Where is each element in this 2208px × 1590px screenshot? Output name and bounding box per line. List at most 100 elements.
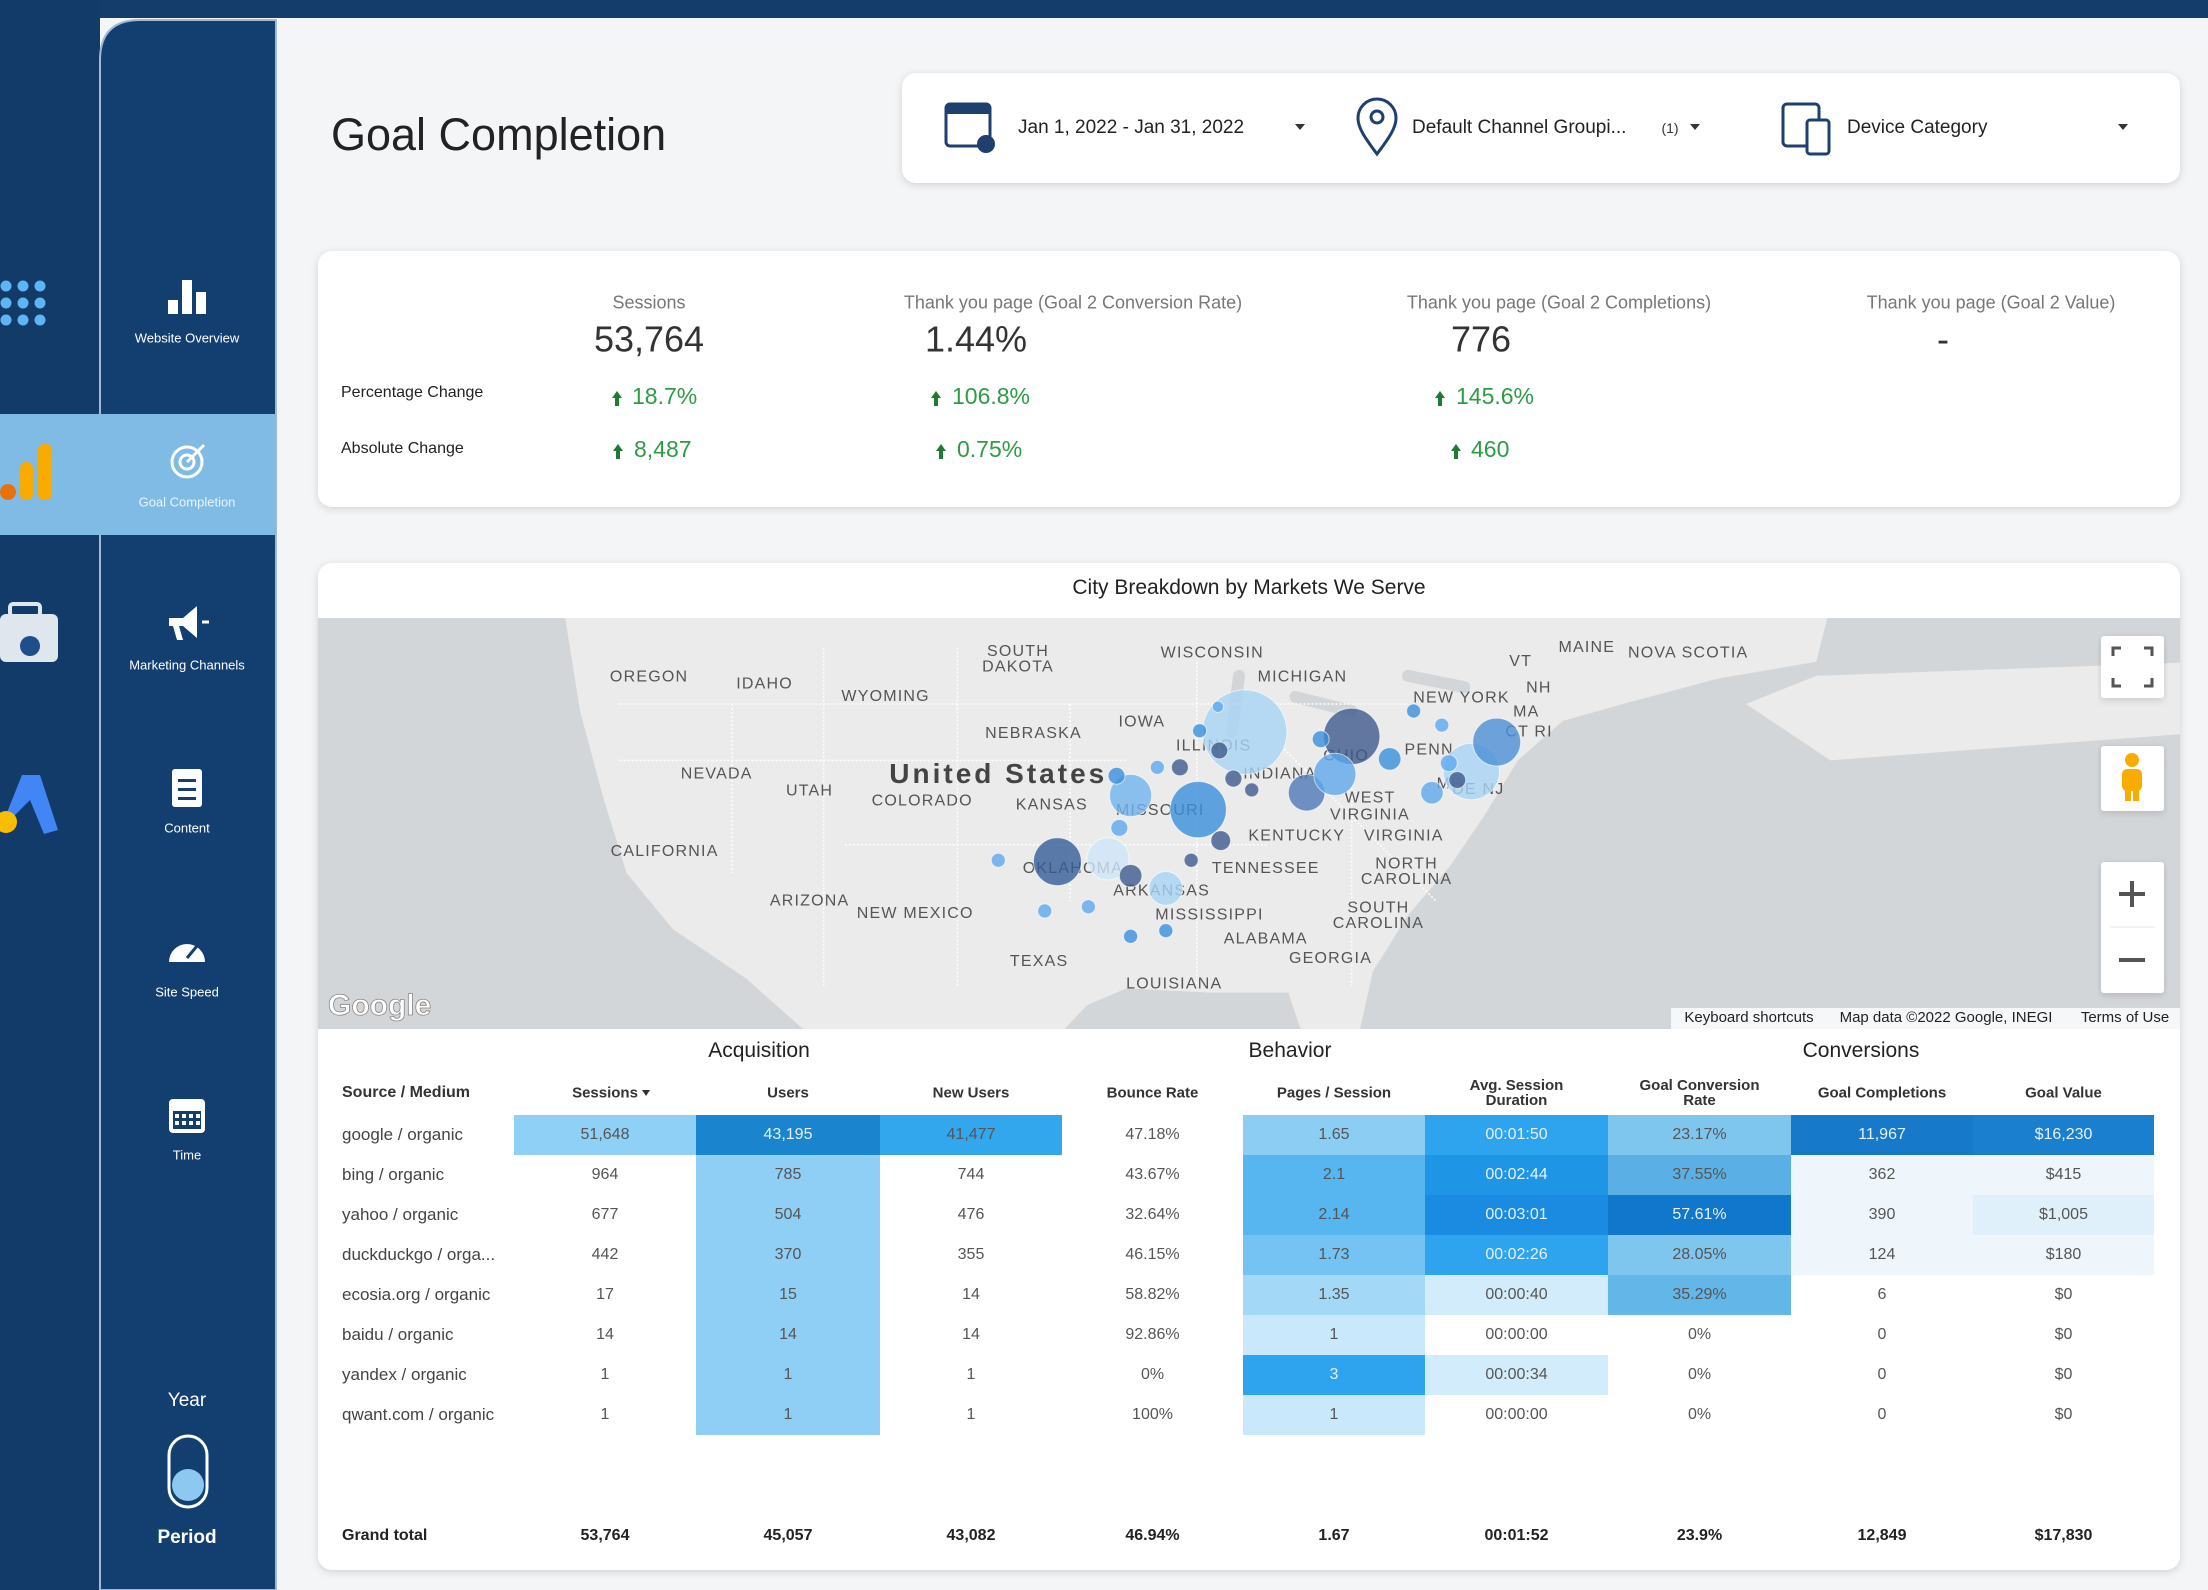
city-bubble[interactable]: [1311, 730, 1330, 749]
column-header[interactable]: Avg. Session Duration: [1469, 1077, 1564, 1109]
zoom-in[interactable]: [2119, 881, 2145, 907]
table-cell: 2.1: [1322, 1165, 1346, 1183]
up-arrow: [612, 391, 622, 406]
table-cell: 00:01:50: [1485, 1125, 1548, 1143]
state-label: NH: [1526, 680, 1552, 697]
table-cell: 43.67%: [1125, 1165, 1180, 1183]
toggle[interactable]: [167, 1434, 209, 1509]
heat-cell: [1425, 1235, 1608, 1275]
channel-filter[interactable]: Default Channel Groupi...: [1412, 117, 1627, 139]
city-bubble[interactable]: [1086, 837, 1130, 881]
column-header[interactable]: Sessions: [572, 1084, 638, 1102]
device-filter[interactable]: Device Category: [1847, 117, 1988, 139]
city-bubble[interactable]: [1107, 766, 1126, 785]
app-icon-dot: [17, 297, 29, 309]
sort-arrow: [642, 1090, 650, 1096]
city-bubble[interactable]: [1109, 773, 1153, 818]
location-icon: [1369, 109, 1385, 125]
table-cell: 57.61%: [1672, 1205, 1727, 1223]
city-bubble[interactable]: [1149, 759, 1165, 775]
city-bubble[interactable]: [1080, 899, 1096, 915]
nav-label[interactable]: Marketing Channels: [129, 657, 245, 673]
column-header[interactable]: Goal Conversion Rate: [1639, 1077, 1760, 1109]
column-header[interactable]: Users: [767, 1084, 809, 1102]
total-cell: 45,057: [763, 1526, 813, 1544]
toggle-label: Period: [157, 1527, 217, 1549]
city-bubble[interactable]: [1472, 717, 1522, 767]
state-label: SOUTH: [1347, 899, 1409, 916]
city-bubble[interactable]: [1169, 780, 1227, 839]
map-logo: Google: [328, 989, 431, 1022]
heat-cell: [1243, 1235, 1425, 1275]
table-cell: $0: [2054, 1365, 2073, 1383]
city-bubble[interactable]: [1313, 752, 1357, 797]
tools-icon: [8, 602, 42, 618]
city-bubble[interactable]: [1434, 717, 1450, 733]
city-bubble[interactable]: [1210, 741, 1229, 760]
toggle-label: Year: [167, 1390, 207, 1412]
table-cell: 92.86%: [1125, 1325, 1180, 1343]
city-bubble[interactable]: [1158, 923, 1174, 939]
nav-label[interactable]: Goal Completion: [138, 494, 236, 510]
table-cell: 14: [596, 1325, 614, 1343]
column-header[interactable]: Goal Completions: [1817, 1084, 1947, 1102]
dropdown-arrow[interactable]: [2118, 124, 2128, 130]
nav-label[interactable]: Website Overview: [134, 330, 240, 346]
city-bubble[interactable]: [1170, 758, 1189, 777]
table-cell: 964: [591, 1165, 619, 1183]
city-bubble[interactable]: [1118, 864, 1143, 888]
fullscreen-icon: [2144, 678, 2154, 688]
column-header[interactable]: New Users: [932, 1084, 1010, 1102]
top-bar: [0, 0, 2208, 18]
city-bubble[interactable]: [1439, 754, 1458, 773]
city-bubble[interactable]: [990, 852, 1006, 868]
city-bubble[interactable]: [1110, 818, 1129, 837]
heat-cell: [1243, 1355, 1425, 1395]
state-label: IOWA: [1118, 714, 1165, 731]
total-cell: 46.94%: [1125, 1526, 1180, 1544]
map-footer: [1671, 1008, 2180, 1029]
column-header[interactable]: Goal Value: [2025, 1084, 2102, 1102]
map-title: City Breakdown by Markets We Serve: [1072, 575, 1426, 599]
nav-label[interactable]: Content: [164, 820, 210, 836]
city-bubble[interactable]: [1224, 769, 1243, 788]
state-label: CAROLINA: [1361, 871, 1452, 888]
date-filter[interactable]: Jan 1, 2022 - Jan 31, 2022: [1018, 117, 1245, 139]
map-button[interactable]: [2101, 636, 2164, 698]
city-bubble[interactable]: [1406, 703, 1422, 719]
nav-icon: [170, 445, 204, 479]
city-bubble[interactable]: [1448, 771, 1467, 789]
city-bubble[interactable]: [1032, 837, 1082, 887]
city-bubble[interactable]: [1210, 830, 1232, 851]
state-label: NEVADA: [681, 766, 753, 783]
dropdown-arrow[interactable]: [1690, 124, 1700, 130]
table-cell: 28.05%: [1672, 1245, 1727, 1263]
city-bubble[interactable]: [1244, 782, 1260, 798]
column-header[interactable]: Pages / Session: [1276, 1084, 1392, 1102]
state-label: KENTUCKY: [1248, 828, 1345, 845]
city-bubble[interactable]: [1037, 903, 1053, 919]
city-bubble[interactable]: [1183, 852, 1199, 868]
heat-cell: [1425, 1115, 1608, 1155]
nav-label[interactable]: Time: [172, 1147, 202, 1163]
city-bubble[interactable]: [1148, 871, 1184, 906]
nav-label[interactable]: Site Speed: [155, 984, 219, 1000]
city-bubble[interactable]: [1377, 747, 1402, 771]
map-footer-text[interactable]: Terms of Use: [2081, 1009, 2169, 1026]
dropdown-arrow[interactable]: [1295, 124, 1305, 130]
nav-icon: [178, 779, 196, 782]
city-bubble[interactable]: [1420, 780, 1444, 805]
column-header[interactable]: Bounce Rate: [1106, 1084, 1199, 1102]
state-label: KANSAS: [1016, 797, 1088, 814]
city-bubble[interactable]: [1211, 700, 1225, 713]
city-bubble[interactable]: [1192, 723, 1208, 739]
map-footer-text[interactable]: Keyboard shortcuts: [1684, 1009, 1813, 1026]
table-cell: 32.64%: [1125, 1205, 1180, 1223]
city-bubble[interactable]: [1123, 928, 1139, 944]
table-cell: 23.17%: [1672, 1125, 1727, 1143]
state-label: UTAH: [786, 783, 833, 800]
up-arrow: [1435, 391, 1445, 406]
map-footer-text[interactable]: Map data ©2022 Google, INEGI: [1840, 1009, 2053, 1026]
table-cell: 3: [1329, 1365, 1339, 1383]
table-cell: 11,967: [1858, 1125, 1906, 1143]
